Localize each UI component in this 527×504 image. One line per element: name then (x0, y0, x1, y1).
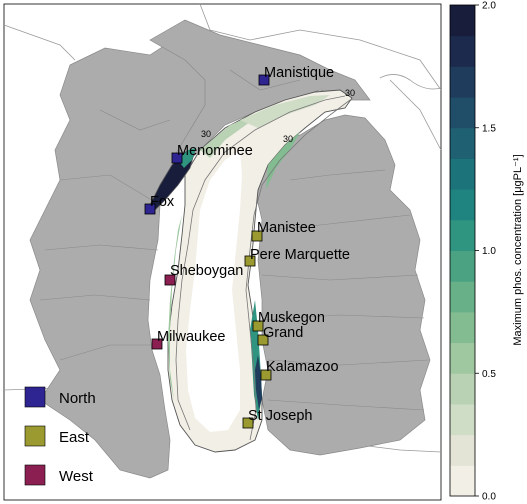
legend-label-east: East (59, 429, 90, 446)
river-marker-muskegon[interactable]: Muskegon (252, 310, 325, 332)
colorbar-tick-label: 2.0 (482, 1, 496, 12)
river-label-sheboygan: Sheboygan (170, 263, 243, 279)
colorbar-band (450, 189, 475, 221)
colorbar-tick-label: 0.0 (482, 492, 496, 503)
map-panel: 30 30 30 Manistique Menominee Fox Manist… (3, 3, 442, 501)
legend-item-west: West (24, 464, 94, 486)
river-mouths: Manistique Menominee Fox Manistee Pere M… (144, 65, 350, 429)
depth-contour-30 (175, 95, 346, 431)
colorbar-bands (450, 5, 475, 497)
river-label-grand: Grand (263, 325, 303, 341)
river-label-manistique: Manistique (264, 65, 334, 81)
contour-label: 30 (283, 134, 293, 144)
colorbar-band (450, 342, 475, 374)
colorbar-band (450, 434, 475, 466)
river-marker-fox[interactable]: Fox (144, 194, 175, 215)
colorbar-band (450, 219, 475, 251)
contour-label: 30 (345, 88, 355, 98)
legend-label-west: West (59, 468, 94, 485)
east-watershed (249, 114, 431, 456)
river-label-st-joseph: St Joseph (248, 408, 313, 424)
legend-swatch-west (24, 464, 46, 486)
river-marker-manistee[interactable]: Manistee (251, 220, 316, 242)
colorbar-tick-label: 1.0 (482, 246, 496, 257)
colorbar-band (450, 158, 475, 190)
legend-item-east: East (24, 425, 90, 447)
legend-swatch-north (24, 386, 46, 408)
colorbar-band (450, 5, 475, 37)
river-marker-menominee[interactable]: Menominee (171, 143, 253, 164)
colorbar-band (450, 311, 475, 344)
east-upper-band (266, 132, 300, 190)
legend: North East West (24, 386, 96, 486)
grand-kalamazoo-plume (255, 355, 262, 410)
colorbar-ticks: 0.0 0.5 1.0 1.5 2.0 (475, 1, 496, 503)
river-label-kalamazoo: Kalamazoo (266, 359, 339, 375)
lake-interior (186, 150, 242, 432)
river-label-manistee: Manistee (257, 220, 316, 236)
river-marker-st-joseph[interactable]: St Joseph (242, 408, 313, 429)
colorbar-band (450, 403, 475, 436)
west-nearshore-band (168, 215, 182, 400)
river-label-muskegon: Muskegon (258, 310, 325, 326)
river-marker-grand[interactable]: Grand (257, 325, 303, 346)
contour-label: 30 (201, 129, 211, 139)
colorbar: 0.0 0.5 1.0 1.5 2.0 Maximum phos. concentrat… (449, 1, 524, 503)
green-bay-mouth (178, 148, 196, 168)
legend-swatch-east (24, 425, 46, 447)
north-nearshore-band-2 (240, 95, 330, 128)
colorbar-band (450, 66, 475, 98)
contour-labels: 30 30 30 (201, 88, 355, 144)
colorbar-label: Maximum phos. concentration [μgPL⁻¹] (512, 154, 524, 345)
colorbar-band (450, 127, 475, 159)
colorbar-band (450, 97, 475, 129)
legend-item-north: North (24, 386, 96, 408)
watersheds (29, 19, 431, 479)
north-nearshore-band (200, 112, 260, 158)
colorbar-band (450, 281, 475, 313)
colorbar-tick-label: 0.5 (482, 369, 496, 380)
river-marker-manistique[interactable]: Manistique (258, 65, 334, 86)
state-boundaries (3, 3, 442, 453)
river-label-fox: Fox (150, 194, 175, 210)
river-label-pere-marquette: Pere Marquette (250, 247, 350, 263)
legend-label-north: North (59, 390, 96, 407)
river-label-menominee: Menominee (177, 143, 253, 159)
river-label-milwaukee: Milwaukee (157, 329, 226, 345)
colorbar-band (450, 35, 475, 67)
river-marker-sheboygan[interactable]: Sheboygan (164, 263, 243, 286)
river-marker-milwaukee[interactable]: Milwaukee (151, 329, 226, 350)
colorbar-tick-label: 1.5 (482, 123, 496, 134)
colorbar-band (450, 250, 475, 282)
colorbar-band (450, 373, 475, 405)
river-marker-kalamazoo[interactable]: Kalamazoo (260, 359, 339, 381)
lake-michigan (149, 89, 353, 453)
river-marker-pere-marquette[interactable]: Pere Marquette (244, 247, 350, 267)
colorbar-band (450, 465, 475, 497)
